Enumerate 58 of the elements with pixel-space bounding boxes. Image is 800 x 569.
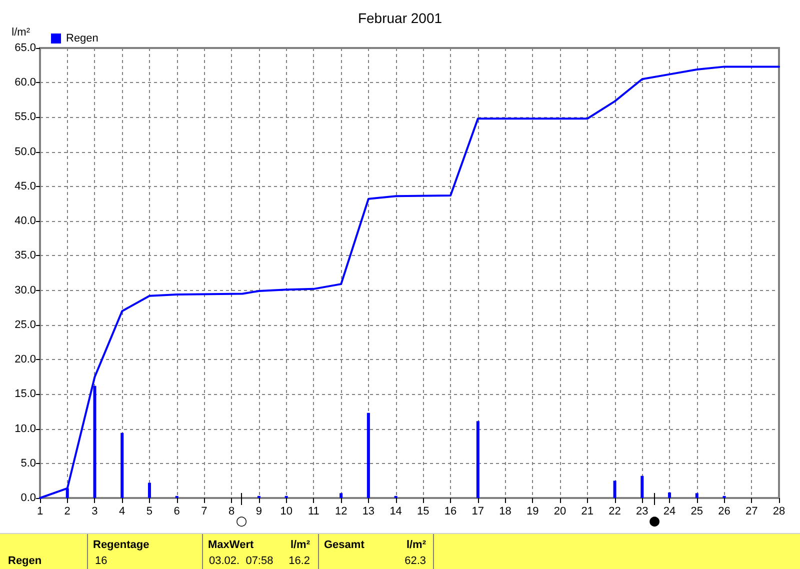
x-tick-label: 13 (362, 506, 375, 518)
x-tick-label: 23 (636, 506, 648, 518)
x-tick-label: 2 (64, 506, 70, 518)
x-tick-label: 27 (746, 506, 758, 518)
y-tick-label: 0.0 (20, 492, 36, 504)
text: ● (648, 514, 660, 529)
bar (148, 482, 151, 498)
chart-title: Februar 2001 (358, 10, 442, 26)
x-tick-label: 16 (444, 506, 457, 518)
y-tick-label: 45.0 (14, 180, 36, 192)
bar (613, 480, 616, 498)
bar (640, 476, 644, 498)
y-tick-label: 20.0 (14, 354, 36, 366)
x-tick-label: 17 (472, 506, 484, 518)
y-tick-label: 50.0 (14, 146, 36, 158)
legend-label: Regen (66, 32, 98, 44)
x-tick-label: 4 (119, 506, 126, 518)
bar (366, 412, 370, 498)
y-axis-title: l/m² (12, 26, 30, 38)
y-tick-label: 60.0 (14, 76, 36, 89)
x-tick-label: 7 (201, 506, 208, 518)
x-tick-label: 19 (526, 506, 539, 518)
y-tick-label: 40.0 (14, 215, 36, 228)
x-tick-label: 15 (417, 506, 430, 518)
x-tick-label: 22 (608, 506, 621, 518)
y-tick-label: 30.0 (14, 284, 36, 296)
summary-table: Regen Regentage 16 MaxWert l/m² 03.02. 07:58 16.2 Gesamt l/m² 62.3 (0, 533, 800, 569)
x-tick-label: 3 (92, 506, 98, 518)
x-tick-label: 24 (663, 506, 676, 518)
y-tick-label: 15.0 (14, 388, 36, 400)
x-tick-label: 6 (174, 506, 180, 518)
y-tick-label: 55.0 (14, 111, 36, 124)
y-tick-label: 25.0 (14, 318, 36, 331)
x-tick-label: 1 (36, 506, 44, 518)
line-series (39, 66, 780, 499)
bar (120, 432, 124, 498)
bar (668, 492, 672, 498)
y-tick-label: 10.0 (14, 422, 36, 435)
y-tick-label: 35.0 (14, 250, 36, 262)
x-tick-label: 12 (334, 506, 348, 518)
bar (476, 421, 480, 498)
y-tick-label: 65.0 (14, 42, 36, 54)
bar (340, 493, 343, 498)
x-tick-label: 9 (256, 506, 262, 518)
x-tick-label: 21 (581, 506, 594, 518)
x-tick-label: 28 (772, 506, 786, 518)
x-tick-label: 8 (228, 506, 235, 518)
x-tick-label: 26 (718, 506, 730, 518)
x-tick-label: 5 (146, 506, 153, 518)
x-tick-label: 14 (390, 506, 402, 518)
x-tick-label: 10 (280, 506, 292, 518)
x-tick-label: 11 (308, 506, 320, 518)
text: ○ (236, 514, 248, 529)
x-tick-label: 25 (690, 506, 704, 518)
x-tick-label: 20 (554, 506, 566, 518)
y-tick-label: 5.0 (20, 457, 36, 470)
x-tick-label: 18 (499, 506, 512, 518)
bar (695, 493, 698, 498)
